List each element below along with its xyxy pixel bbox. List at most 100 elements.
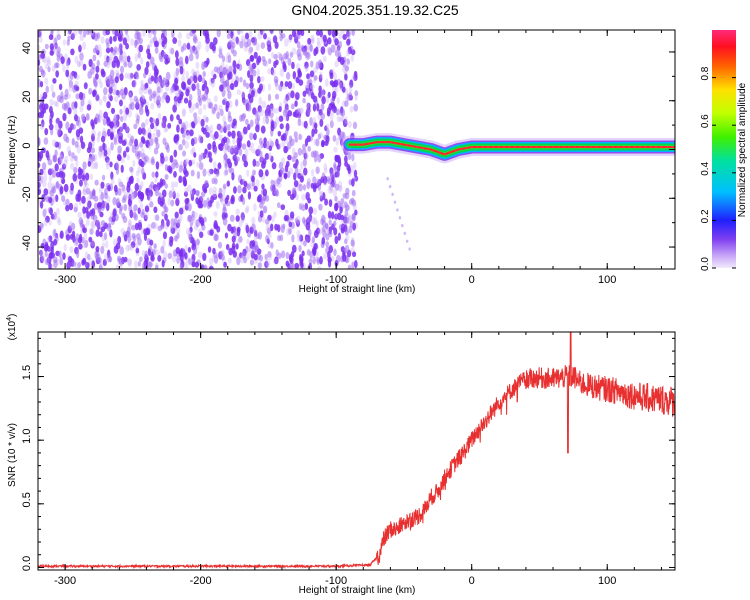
noise-cell <box>301 250 305 257</box>
noise-cell <box>93 32 99 41</box>
noise-cell <box>315 166 320 175</box>
noise-cell <box>241 112 247 119</box>
noise-cell <box>338 32 342 40</box>
ridge-peak <box>621 145 626 149</box>
noise-cell <box>126 181 131 188</box>
noise-cell <box>102 94 107 101</box>
noise-cell <box>98 264 103 269</box>
noise-cell <box>257 31 263 40</box>
noise-cell <box>325 241 330 248</box>
noise-cell <box>306 249 311 256</box>
noise-cell <box>173 149 178 158</box>
noise-cell <box>287 57 292 66</box>
noise-cell <box>170 225 174 234</box>
noise-cell <box>80 98 85 107</box>
noise-cell <box>247 47 253 56</box>
noise-cell <box>235 37 240 46</box>
noise-cell <box>330 114 334 121</box>
noise-cell <box>324 222 329 229</box>
ridge-peak <box>632 145 636 149</box>
noise-cell <box>96 44 102 52</box>
noise-cell <box>332 135 337 142</box>
noise-cell <box>146 52 152 60</box>
noise-cell <box>249 66 254 75</box>
noise-cell <box>103 111 108 119</box>
noise-cell <box>271 68 276 77</box>
noise-cell <box>169 114 174 122</box>
noise-cell <box>139 256 143 263</box>
noise-cell <box>60 56 65 64</box>
noise-cell <box>153 71 159 78</box>
noise-cell <box>83 239 89 248</box>
noise-cell <box>38 54 41 61</box>
noise-cell <box>306 177 312 184</box>
noise-cell <box>92 90 96 98</box>
noise-cell <box>256 195 262 203</box>
noise-cell <box>44 43 49 50</box>
noise-cell <box>99 231 103 238</box>
noise-cell <box>94 161 99 170</box>
noise-cell <box>131 232 136 239</box>
noise-cell <box>97 78 102 84</box>
noise-cell <box>52 196 57 203</box>
noise-cell <box>153 40 159 48</box>
noise-cell <box>87 30 92 35</box>
noise-cell <box>129 166 134 173</box>
noise-cell <box>137 237 142 246</box>
noise-cell <box>201 61 205 71</box>
noise-cell <box>162 251 168 260</box>
noise-cell <box>132 160 136 168</box>
noise-cell <box>280 168 285 176</box>
noise-cell <box>153 125 158 132</box>
noise-cell <box>206 57 210 66</box>
noise-cell <box>257 231 263 240</box>
noise-cell <box>349 105 354 113</box>
noise-cell <box>56 215 61 224</box>
noise-cell <box>288 228 292 235</box>
y-tick-label: 1.0 <box>21 429 33 444</box>
noise-cell <box>194 261 200 268</box>
noise-cell <box>151 117 155 125</box>
noise-cell <box>193 246 198 255</box>
noise-cell <box>141 30 147 37</box>
noise-cell <box>66 145 71 154</box>
noise-cell <box>167 122 172 129</box>
noise-cell <box>127 198 133 206</box>
noise-cell <box>147 78 153 85</box>
noise-cell <box>204 148 208 155</box>
noise-cell <box>119 30 123 35</box>
noise-cell <box>336 254 341 263</box>
noise-cell <box>283 215 288 222</box>
noise-cell <box>248 181 253 188</box>
noise-cell <box>108 79 113 89</box>
noise-cell <box>62 39 67 46</box>
noise-cell <box>235 243 239 250</box>
noise-cell <box>253 185 258 192</box>
noise-cell <box>120 156 125 163</box>
noise-cell <box>185 129 190 136</box>
noise-cell <box>239 40 244 49</box>
noise-cell <box>75 93 80 100</box>
noise-cell <box>208 168 214 175</box>
noise-cell <box>72 84 77 93</box>
noise-cell <box>101 235 106 242</box>
noise-cell <box>285 160 290 168</box>
noise-cell <box>320 227 325 235</box>
noise-cell <box>87 160 92 167</box>
noise-cell <box>70 222 76 231</box>
noise-cell <box>238 148 243 156</box>
noise-cell <box>247 191 252 200</box>
noise-cell <box>81 174 86 181</box>
noise-cell <box>126 55 131 63</box>
noise-cell <box>211 254 216 263</box>
noise-cell <box>286 228 290 236</box>
noise-cell <box>188 214 193 222</box>
noise-cell <box>155 264 159 269</box>
noise-cell <box>212 161 217 169</box>
noise-cell <box>299 51 303 59</box>
noise-cell <box>252 158 257 167</box>
ridge-peak <box>502 145 506 149</box>
noise-cell <box>231 35 236 42</box>
noise-cell <box>135 119 140 127</box>
noise-cell <box>352 121 358 130</box>
